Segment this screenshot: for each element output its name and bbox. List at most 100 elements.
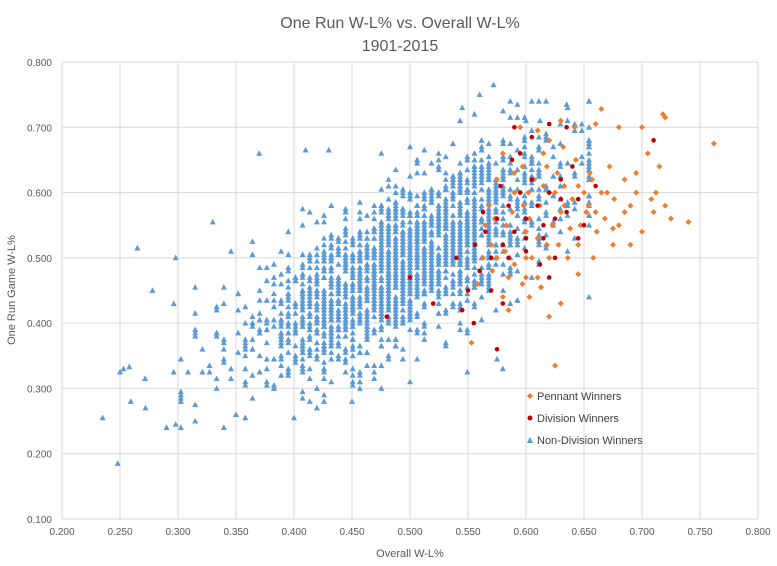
- data-point-non-division-winner: [428, 199, 435, 205]
- data-point-non-division-winner: [306, 346, 313, 352]
- data-point-non-division-winner: [507, 114, 514, 120]
- data-point-non-division-winner: [371, 290, 378, 297]
- data-point-non-division-winner: [299, 261, 306, 267]
- data-point-non-division-winner: [449, 261, 456, 267]
- data-point-non-division-winner: [457, 212, 464, 218]
- data-point-non-division-winner: [242, 303, 249, 310]
- data-point-non-division-winner: [507, 97, 514, 104]
- data-point-non-division-winner: [449, 244, 456, 251]
- data-point-non-division-winner: [392, 222, 399, 228]
- data-point-non-division-winner: [278, 336, 285, 342]
- data-point-non-division-winner: [457, 208, 464, 215]
- data-point-non-division-winner: [299, 346, 306, 352]
- data-point-non-division-winner: [435, 270, 442, 277]
- data-point-division-winner: [483, 229, 488, 235]
- data-point-non-division-winner: [385, 231, 392, 238]
- data-point-non-division-winner: [485, 218, 492, 225]
- data-point-non-division-winner: [371, 225, 378, 231]
- data-point-non-division-winner: [321, 264, 328, 271]
- data-point-non-division-winner: [177, 391, 184, 398]
- data-point-non-division-winner: [227, 375, 234, 382]
- data-point-non-division-winner: [492, 228, 499, 235]
- data-point-non-division-winner: [385, 290, 392, 297]
- data-point-non-division-winner: [442, 169, 449, 176]
- data-point-non-division-winner: [342, 208, 349, 215]
- data-point-non-division-winner: [543, 186, 550, 192]
- data-point-non-division-winner: [421, 323, 428, 329]
- data-point-non-division-winner: [235, 290, 242, 297]
- data-point-pennant-winner: [489, 267, 496, 274]
- legend-label: Non-Division Winners: [537, 435, 643, 447]
- data-point-non-division-winner: [464, 248, 471, 254]
- data-point-non-division-winner: [564, 199, 571, 205]
- data-point-non-division-winner: [449, 182, 456, 189]
- data-point-non-division-winner: [371, 293, 378, 300]
- data-point-non-division-winner: [407, 173, 413, 179]
- data-point-non-division-winner: [435, 163, 442, 169]
- data-point-non-division-winner: [421, 274, 428, 280]
- data-point-non-division-winner: [149, 287, 156, 293]
- data-point-non-division-winner: [306, 310, 313, 316]
- data-point-pennant-winner: [592, 121, 599, 128]
- data-point-non-division-winner: [442, 267, 449, 274]
- data-point-non-division-winner: [335, 355, 342, 362]
- data-point-non-division-winner: [328, 202, 335, 209]
- data-point-non-division-winner: [299, 349, 306, 355]
- data-point-division-winner: [480, 209, 486, 215]
- data-point-non-division-winner: [421, 192, 428, 199]
- legend: Pennant Winners Division Winners Non-Div…: [527, 391, 643, 447]
- data-point-non-division-winner: [328, 231, 335, 238]
- data-point-non-division-winner: [292, 329, 299, 336]
- data-point-non-division-winner: [399, 248, 406, 254]
- data-point-non-division-winner: [335, 297, 342, 303]
- data-point-non-division-winner: [242, 342, 249, 349]
- data-point-non-division-winner: [321, 303, 328, 310]
- data-point-non-division-winner: [378, 208, 385, 215]
- data-point-non-division-winner: [414, 251, 421, 257]
- data-point-non-division-winner: [471, 156, 478, 163]
- data-point-pennant-winner: [561, 183, 568, 190]
- data-point-non-division-winner: [442, 222, 449, 228]
- data-point-non-division-winner: [335, 306, 342, 313]
- data-point-non-division-winner: [435, 261, 442, 267]
- data-point-division-winner: [498, 183, 503, 189]
- data-point-non-division-winner: [535, 215, 542, 222]
- data-point-non-division-winner: [449, 238, 456, 244]
- data-point-non-division-winner: [521, 133, 528, 140]
- data-point-non-division-winner: [349, 284, 356, 290]
- data-point-non-division-winner: [514, 225, 521, 231]
- data-point-non-division-winner: [414, 241, 421, 248]
- data-point-non-division-winner: [478, 169, 485, 176]
- data-point-pennant-winner: [523, 274, 529, 281]
- data-point-non-division-winner: [435, 323, 442, 329]
- data-point-pennant-winner: [601, 215, 608, 222]
- data-point-non-division-winner: [449, 202, 456, 209]
- data-point-non-division-winner: [349, 264, 356, 271]
- data-point-non-division-winner: [485, 176, 492, 182]
- data-point-non-division-winner: [485, 235, 492, 241]
- data-point-non-division-winner: [270, 297, 277, 303]
- data-point-non-division-winner: [349, 235, 356, 241]
- data-point-non-division-winner: [392, 228, 399, 235]
- data-point-non-division-winner: [342, 267, 349, 274]
- data-point-non-division-winner: [449, 140, 456, 147]
- data-point-non-division-winner: [313, 218, 320, 225]
- data-point-non-division-winner: [507, 300, 514, 306]
- data-point-non-division-winner: [378, 277, 385, 284]
- data-point-non-division-winner: [292, 300, 299, 306]
- data-point-non-division-winner: [321, 257, 328, 264]
- data-point-non-division-winner: [335, 274, 342, 280]
- data-point-non-division-winner: [114, 460, 121, 466]
- data-point-non-division-winner: [449, 300, 456, 306]
- data-point-non-division-winner: [471, 238, 478, 244]
- data-point-non-division-winner: [428, 192, 435, 199]
- data-point-non-division-winner: [521, 169, 528, 176]
- data-point-non-division-winner: [557, 140, 564, 147]
- data-point-non-division-winner: [371, 270, 378, 277]
- data-point-non-division-winner: [371, 300, 378, 306]
- data-point-non-division-winner: [407, 290, 413, 297]
- data-point-non-division-winner: [378, 254, 385, 261]
- data-point-non-division-winner: [414, 277, 421, 284]
- data-point-non-division-winner: [471, 205, 478, 212]
- data-point-non-division-winner: [328, 323, 335, 329]
